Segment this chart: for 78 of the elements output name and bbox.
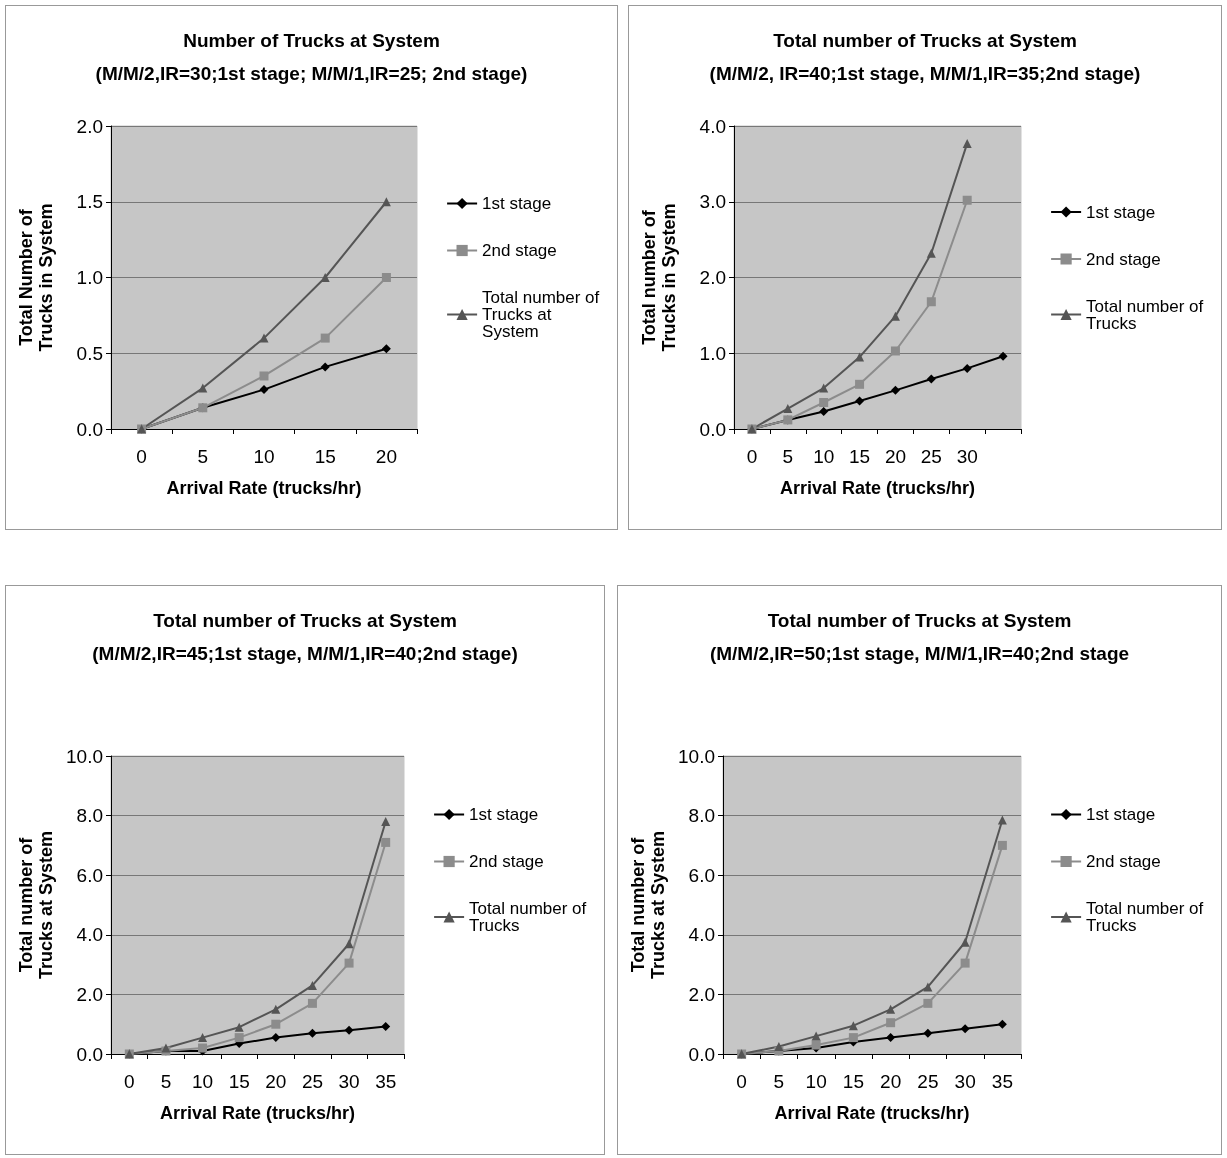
legend-label: 1st stage: [1086, 805, 1156, 824]
x-tick-label: 10: [253, 446, 275, 467]
x-tick-label: 20: [265, 1071, 287, 1092]
x-axis-title: Arrival Rate (trucks/hr): [159, 1103, 356, 1123]
y-tick-label: 8.0: [76, 805, 103, 827]
y-axis-title: Total number of Trucks in System: [639, 203, 679, 352]
chart-title: Total number of Trucks at System: [773, 30, 1077, 51]
x-tick-label: 15: [314, 446, 336, 467]
x-tick-label: 10: [813, 446, 835, 467]
legend-label: Total number of Trucks at System: [482, 288, 605, 341]
text: Total number of Trucks at System: [16, 830, 56, 980]
y-tick-label: 3.0: [699, 191, 726, 213]
legend-label: Total number of Trucks: [469, 899, 592, 935]
x-tick-label: 25: [920, 446, 942, 467]
x-tick-label: 0: [736, 1071, 747, 1092]
x-tick-label: 0: [136, 446, 147, 467]
x-tick-label: 35: [375, 1071, 397, 1092]
legend-label: 2nd stage: [469, 852, 544, 871]
y-tick-label: 6.0: [76, 864, 103, 886]
x-tick-label: 5: [782, 446, 794, 467]
y-tick-label: 0.0: [76, 418, 103, 440]
y-tick-label: 1.5: [76, 191, 103, 213]
x-axis-title: Arrival Rate (trucks/hr): [779, 478, 976, 498]
x-tick-label: 10: [191, 1071, 214, 1092]
legend-label: 2nd stage: [1086, 249, 1161, 269]
y-tick-label: 6.0: [688, 864, 715, 886]
x-tick-label: 10: [805, 1071, 827, 1092]
x-tick-label: 25: [917, 1071, 939, 1092]
x-tick-label: 35: [991, 1071, 1013, 1092]
y-tick-label: 1.0: [699, 342, 726, 364]
y-tick-label: 0.0: [699, 418, 726, 440]
x-tick-label: 20: [375, 446, 397, 467]
y-tick-label: 10.0: [678, 745, 715, 767]
x-tick-label: 5: [773, 1071, 785, 1092]
y-tick-label: 4.0: [688, 924, 715, 946]
x-tick-label: 0: [746, 446, 758, 467]
x-tick-label: 30: [954, 1071, 976, 1092]
y-tick-label: 2.0: [76, 115, 103, 137]
legend-label: Total number of Trucks: [1086, 899, 1209, 935]
x-axis-title: Arrival Rate (trucks/hr): [166, 478, 362, 498]
text: Total number of Trucks at System: [628, 830, 668, 980]
legend-label: 1st stage: [1086, 202, 1156, 222]
x-tick-label: 15: [228, 1071, 250, 1092]
x-tick-label: 5: [160, 1071, 172, 1092]
legend-label: 1st stage: [482, 194, 552, 213]
y-axis-title: Total Number of Trucks in System: [16, 203, 56, 352]
y-tick-label: 8.0: [688, 805, 715, 827]
y-tick-label: 2.0: [688, 983, 715, 1005]
chart-subtitle: (M/M/2,IR=30;1st stage; M/M/1,IR=25; 2nd stage): [95, 63, 528, 84]
y-tick-label: 4.0: [699, 115, 726, 137]
y-tick-label: 0.5: [76, 342, 103, 364]
x-tick-label: 30: [956, 446, 978, 467]
y-tick-label: 0.0: [688, 1043, 715, 1065]
chart-subtitle: (M/M/2,IR=45;1st stage, M/M/1,IR=40;2nd stage): [92, 643, 518, 664]
legend-label: 1st stage: [469, 805, 539, 824]
x-tick-label: 15: [848, 446, 871, 467]
y-tick-label: 4.0: [76, 924, 103, 946]
chart-title: Number of Trucks at System: [183, 30, 440, 51]
x-tick-label: 20: [884, 446, 907, 467]
x-tick-label: 20: [880, 1071, 902, 1092]
chart-subtitle: (M/M/2,IR=50;1st stage, M/M/1,IR=40;2nd stage: [709, 643, 1130, 664]
legend-label: 2nd stage: [482, 241, 557, 260]
y-tick-label: 2.0: [699, 267, 726, 288]
legend-label: 2nd stage: [1086, 852, 1161, 871]
chart-subtitle: (M/M/2, IR=40;1st stage, M/M/1,IR=35;2nd stage): [709, 63, 1141, 84]
legend-label: Total number of Trucks: [1086, 296, 1209, 333]
y-tick-label: 1.0: [76, 267, 103, 288]
y-tick-label: 10.0: [66, 745, 103, 767]
x-tick-label: 25: [301, 1071, 324, 1092]
y-axis-title: Total number of Trucks at System: [153, 610, 457, 631]
x-tick-label: 0: [124, 1071, 135, 1092]
x-tick-label: 5: [197, 446, 209, 467]
x-tick-label: 30: [338, 1071, 360, 1092]
y-axis-title: Total number of Trucks at System: [767, 610, 1072, 631]
x-axis-title: Arrival Rate (trucks/hr): [774, 1103, 970, 1123]
y-tick-label: 0.0: [76, 1043, 103, 1065]
y-tick-label: 2.0: [76, 983, 103, 1005]
x-tick-label: 15: [842, 1071, 864, 1092]
